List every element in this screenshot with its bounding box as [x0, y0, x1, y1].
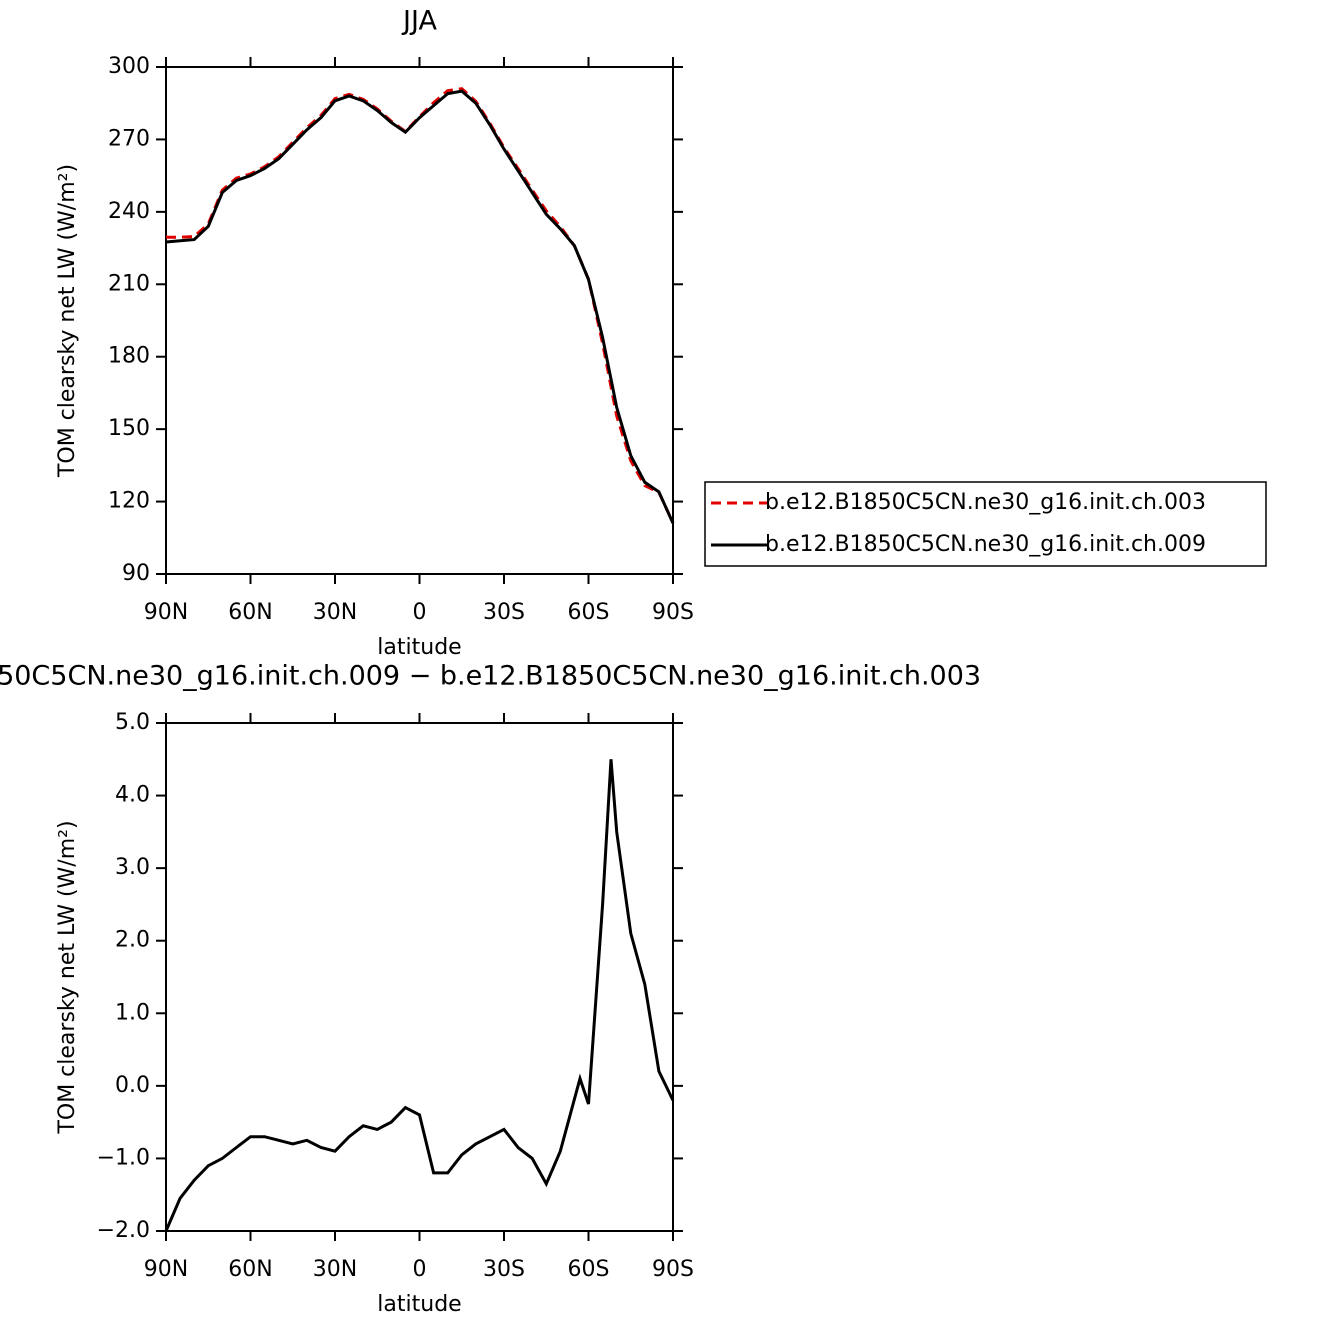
x-tick-label: 90S [652, 1257, 694, 1282]
x-tick-label: 60S [568, 600, 610, 625]
x-tick-label: 60S [568, 1257, 610, 1282]
x-tick-label: 30S [483, 1257, 525, 1282]
chart-title: b.e12.B1850C5CN.ne30_g16.init.ch.009 − b… [0, 661, 981, 692]
y-tick-label: 3.0 [115, 855, 150, 880]
x-tick-label: 90S [652, 600, 694, 625]
x-tick-label: 90N [144, 600, 188, 625]
x-tick-label: 0 [413, 600, 427, 625]
data-line [164, 759, 675, 1232]
y-tick-label: 5.0 [115, 710, 150, 735]
legend-label: b.e12.B1850C5CN.ne30_g16.init.ch.003 [765, 490, 1206, 515]
y-tick-label: 0.0 [115, 1073, 150, 1098]
x-tick-label: 30N [313, 1257, 357, 1282]
y-tick-label: 180 [108, 344, 150, 369]
y-tick-label: 300 [108, 54, 150, 79]
y-tick-label: 120 [108, 489, 150, 514]
y-tick-label: 4.0 [115, 783, 150, 808]
x-tick-label: 90N [144, 1257, 188, 1282]
y-tick-label: 1.0 [115, 1000, 150, 1025]
x-axis-title: latitude [377, 1292, 461, 1317]
data-line [166, 87, 675, 524]
y-tick-label: 210 [108, 271, 150, 296]
chart-title: JJA [401, 6, 437, 37]
y-tick-label: −2.0 [97, 1218, 150, 1243]
y-tick-label: 2.0 [115, 928, 150, 953]
x-tick-label: 0 [413, 1257, 427, 1282]
y-axis-title: TOM clearsky net LW (W/m²) [55, 164, 80, 478]
data-line [165, 89, 675, 524]
y-tick-label: 270 [108, 126, 150, 151]
x-axis-title: latitude [377, 635, 461, 660]
y-tick-label: 90 [122, 561, 150, 586]
y-tick-label: 240 [108, 199, 150, 224]
x-tick-label: 60N [228, 600, 272, 625]
y-axis-title: TOM clearsky net LW (W/m²) [55, 820, 80, 1134]
x-tick-label: 60N [228, 1257, 272, 1282]
x-tick-label: 30S [483, 600, 525, 625]
y-tick-label: −1.0 [97, 1145, 150, 1170]
x-tick-label: 30N [313, 600, 357, 625]
legend-box [704, 481, 1267, 567]
y-tick-label: 150 [108, 416, 150, 441]
legend-label: b.e12.B1850C5CN.ne30_g16.init.ch.009 [765, 532, 1206, 557]
